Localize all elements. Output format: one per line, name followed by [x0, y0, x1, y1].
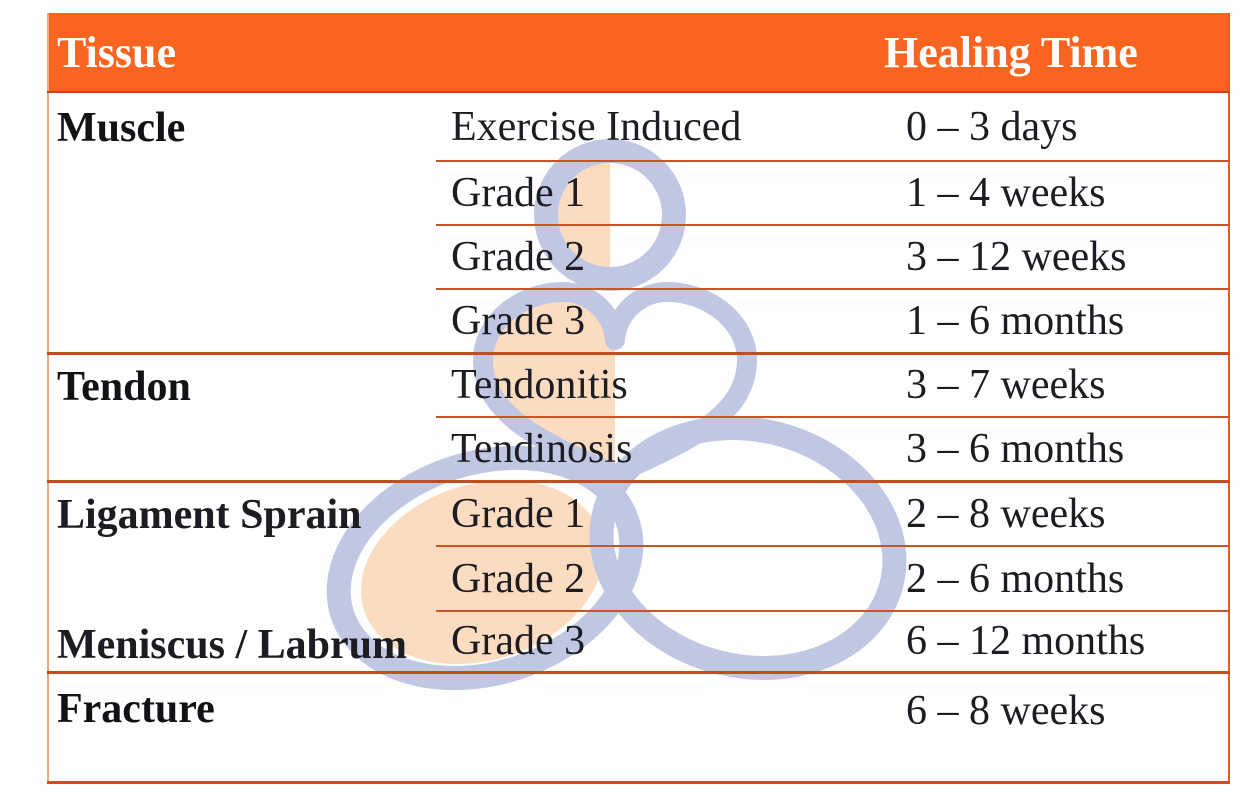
- header-row: Tissue Healing Time: [48, 13, 1229, 93]
- condition-cell: Grade 1: [436, 479, 846, 547]
- table-row: Grade 2 3 – 12 weeks: [48, 224, 1229, 289]
- condition-cell: Grade 2: [436, 545, 846, 612]
- healing-time-cell: 3 – 6 months: [846, 416, 1229, 481]
- healing-time-cell: 3 – 7 weeks: [846, 351, 1229, 417]
- condition-cell: [436, 670, 846, 782]
- table-header: Tissue Healing Time: [48, 13, 1229, 93]
- column-header-tissue: Tissue: [48, 13, 846, 93]
- healing-time-cell: 6 – 8 weeks: [846, 670, 1229, 782]
- condition-cell: Grade 3: [436, 288, 846, 353]
- healing-time-cell: 6 – 12 months: [846, 610, 1229, 672]
- tissue-cell: Tendon: [48, 351, 436, 481]
- table-row: Grade 1 1 – 4 weeks: [48, 160, 1229, 225]
- table-row: Fracture 6 – 8 weeks: [48, 670, 1229, 782]
- table-row: Tendinosis 3 – 6 months: [48, 416, 1229, 481]
- tissue-label: Tendon: [57, 363, 191, 410]
- healing-time-cell: 1 – 4 weeks: [846, 160, 1229, 225]
- healing-time-table: Tissue Healing Time Muscle Exercise Indu…: [47, 13, 1230, 784]
- table-row: Grade 3 6 – 12 months: [48, 610, 1229, 672]
- tissue-label: Fracture: [57, 685, 215, 732]
- healing-time-cell: 3 – 12 weeks: [846, 224, 1229, 289]
- column-header-healing-time: Healing Time: [846, 13, 1229, 93]
- table-row: Grade 2 2 – 6 months: [48, 545, 1229, 612]
- healing-time-cell: 2 – 6 months: [846, 545, 1229, 612]
- condition-cell: Grade 2: [436, 224, 846, 289]
- healing-time-cell: 1 – 6 months: [846, 288, 1229, 353]
- condition-cell: Tendinosis: [436, 416, 846, 481]
- tissue-label: Muscle: [57, 104, 186, 151]
- condition-cell: Grade 1: [436, 160, 846, 225]
- tissue-cell: Muscle: [48, 92, 436, 353]
- condition-cell: Tendonitis: [436, 351, 846, 417]
- condition-cell: Exercise Induced: [451, 103, 742, 150]
- tissue-cell: Ligament Sprain Meniscus / Labrum: [48, 479, 436, 672]
- table-row: Grade 3 1 – 6 months: [48, 288, 1229, 353]
- tissue-cell: Fracture: [48, 670, 436, 782]
- tissue-label: Ligament Sprain: [57, 491, 362, 538]
- healing-time-cell: 2 – 8 weeks: [846, 479, 1229, 547]
- condition-cell: Grade 3: [436, 610, 846, 672]
- table-row: Ligament Sprain Meniscus / Labrum Grade …: [48, 479, 1229, 672]
- healing-time-value: 6 – 8 weeks: [906, 687, 1106, 734]
- tissue-label-secondary: Meniscus / Labrum: [57, 621, 408, 668]
- table-row: Muscle Exercise Induced 0 – 3 days: [48, 92, 1229, 161]
- table-row: Tendon Tendonitis 3 – 7 weeks: [48, 351, 1229, 481]
- healing-time-cell: 0 – 3 days: [906, 103, 1078, 150]
